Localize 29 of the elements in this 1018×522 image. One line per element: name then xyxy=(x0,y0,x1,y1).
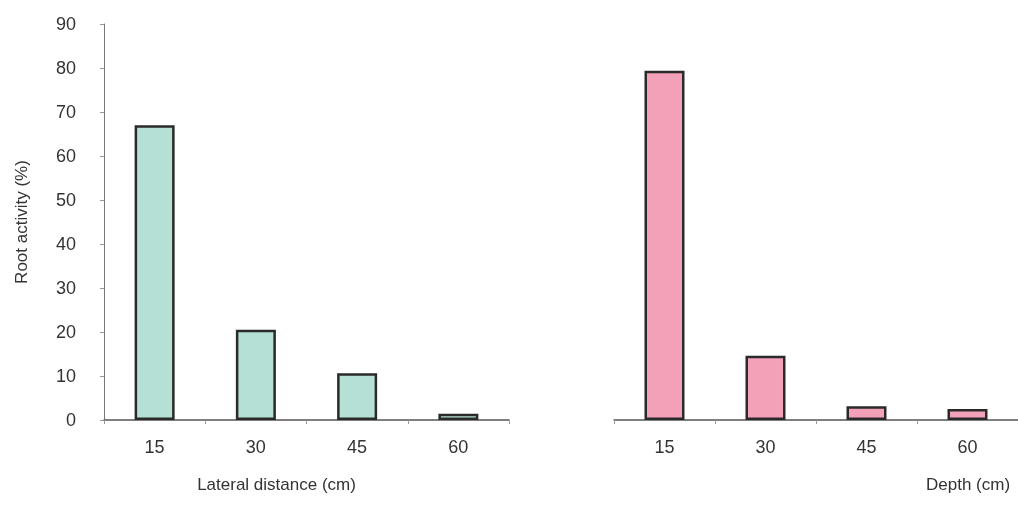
bar xyxy=(644,70,685,420)
x-tick-label: 15 xyxy=(144,437,165,457)
x-tick-label: 30 xyxy=(245,437,266,457)
x-axis-title: Depth (cm) xyxy=(926,475,1011,494)
bar xyxy=(134,125,175,420)
x-tick-label: 15 xyxy=(654,437,675,457)
y-tick-label: 30 xyxy=(55,278,76,298)
x-tick-label: 30 xyxy=(755,437,776,457)
y-tick-label: 20 xyxy=(55,322,76,342)
bar xyxy=(745,355,786,420)
y-tick-label: 70 xyxy=(55,102,76,122)
bar xyxy=(846,406,887,420)
bar xyxy=(438,413,479,420)
y-axis-title: Root activity (%) xyxy=(12,160,31,284)
y-tick-label: 60 xyxy=(55,146,76,166)
x-tick-label: 60 xyxy=(448,437,469,457)
bar xyxy=(947,409,988,420)
x-axis-title: Lateral distance (cm) xyxy=(197,475,356,494)
bar xyxy=(235,329,276,420)
y-tick-label: 0 xyxy=(65,410,76,430)
y-tick-label: 50 xyxy=(55,190,76,210)
bar xyxy=(337,373,378,420)
y-tick-label: 40 xyxy=(55,234,76,254)
x-tick-label: 45 xyxy=(856,437,877,457)
x-tick-label: 60 xyxy=(957,437,978,457)
y-tick-label: 80 xyxy=(55,58,76,78)
y-tick-label: 10 xyxy=(55,366,76,386)
y-tick-label: 90 xyxy=(55,14,76,34)
x-tick-label: 45 xyxy=(347,437,368,457)
